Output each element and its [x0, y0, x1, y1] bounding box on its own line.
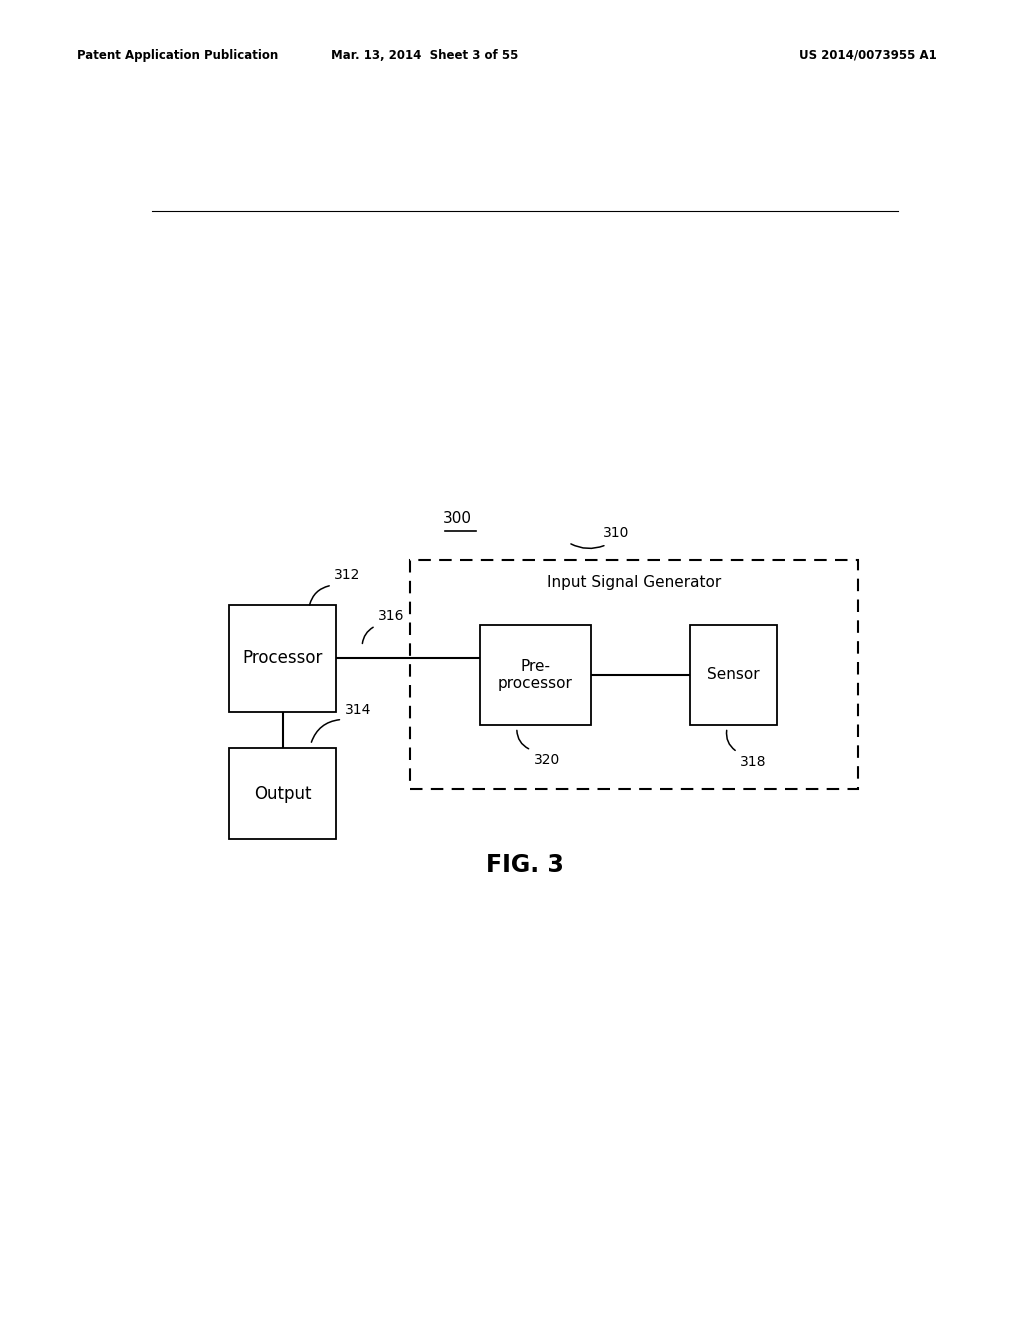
- Text: Patent Application Publication: Patent Application Publication: [77, 49, 279, 62]
- Text: Processor: Processor: [243, 649, 323, 668]
- Text: FIG. 3: FIG. 3: [485, 853, 564, 876]
- Text: Mar. 13, 2014  Sheet 3 of 55: Mar. 13, 2014 Sheet 3 of 55: [332, 49, 518, 62]
- Bar: [410, 560, 858, 788]
- Text: 320: 320: [534, 752, 560, 767]
- Text: 316: 316: [378, 609, 404, 623]
- Text: US 2014/0073955 A1: US 2014/0073955 A1: [799, 49, 937, 62]
- Text: Output: Output: [254, 784, 311, 803]
- Text: Sensor: Sensor: [708, 667, 760, 682]
- Bar: [229, 605, 336, 711]
- Bar: [479, 624, 591, 725]
- Bar: [690, 624, 777, 725]
- Text: 314: 314: [345, 704, 371, 718]
- Text: 312: 312: [334, 568, 360, 582]
- Text: Input Signal Generator: Input Signal Generator: [547, 574, 721, 590]
- Bar: [229, 748, 336, 840]
- Text: 318: 318: [740, 755, 766, 770]
- Text: 300: 300: [442, 511, 472, 527]
- Text: 310: 310: [602, 525, 629, 540]
- Text: Pre-
processor: Pre- processor: [498, 659, 572, 690]
